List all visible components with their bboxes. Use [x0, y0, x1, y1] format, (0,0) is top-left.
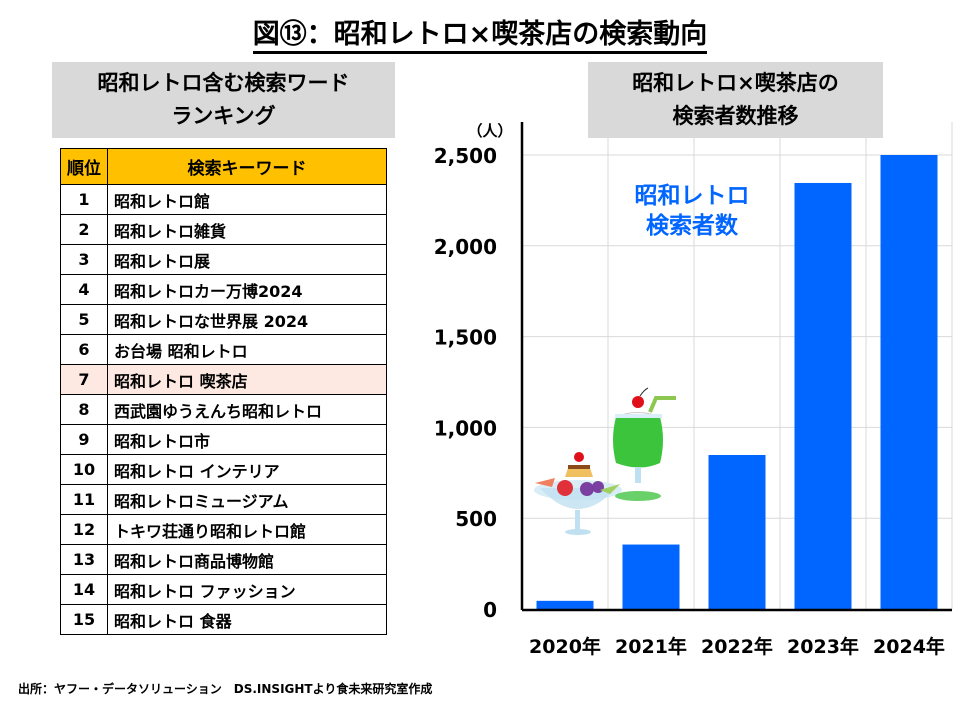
source-note: 出所：ヤフー・データソリューション DS.INSIGHTより食未来研究室作成 — [18, 682, 433, 696]
rank-cell: 9 — [60, 424, 108, 455]
y-tick-label: 1,000 — [434, 416, 497, 440]
x-tick-label: 2022年 — [701, 635, 773, 658]
rank-cell: 4 — [60, 274, 108, 305]
ranking-table: 順位 検索キーワード 1 昭和レトロ館 2 昭和レトロ雑貨 3 昭和レトロ展 4 昭和レトロカ… — [60, 148, 387, 635]
y-tick-label: 0 — [483, 598, 497, 622]
rank-cell: 15 — [60, 604, 108, 635]
keyword-cell: 昭和レトロ展 — [107, 244, 387, 275]
keyword-cell: 昭和レトロカー万博2024 — [107, 274, 387, 305]
keyword-cell: 昭和レトロミュージアム — [107, 484, 387, 515]
y-tick-label: 1,500 — [434, 326, 497, 350]
title-text: 図⑬：昭和レトロ×喫茶店の検索動向 — [252, 19, 708, 54]
y-tick-label: 500 — [455, 507, 497, 531]
ranking-heading: 昭和レトロ含む検索ワード ランキング — [52, 62, 395, 138]
table-row: 15 昭和レトロ 食器 — [60, 604, 387, 635]
keyword-cell: 昭和レトロ市 — [107, 424, 387, 455]
keyword-cell: 昭和レトロ商品博物館 — [107, 544, 387, 575]
table-row: 1 昭和レトロ館 — [60, 184, 387, 215]
dessert-illustration — [534, 387, 676, 535]
bar — [622, 544, 680, 609]
bar — [536, 600, 594, 609]
rank-cell: 8 — [60, 394, 108, 425]
keyword-cell: 昭和レトロな世界展 2024 — [107, 304, 387, 335]
table-row: 4 昭和レトロカー万博2024 — [60, 274, 387, 305]
annotation-line2: 検索者数 — [646, 213, 739, 239]
keyword-cell: 昭和レトロ館 — [107, 184, 387, 215]
x-tick-label: 2020年 — [529, 635, 601, 658]
x-tick-label: 2023年 — [787, 635, 859, 658]
table-row: 7 昭和レトロ 喫茶店 — [60, 364, 387, 395]
annotation-line1: 昭和レトロ — [635, 183, 750, 209]
chart-heading-line1: 昭和レトロ×喫茶店の — [632, 71, 839, 95]
table-row: 11 昭和レトロミュージアム — [60, 484, 387, 515]
keyword-cell: トキワ荘通り昭和レトロ館 — [107, 514, 387, 545]
table-row: 3 昭和レトロ展 — [60, 244, 387, 275]
table-row: 12 トキワ荘通り昭和レトロ館 — [60, 514, 387, 545]
rank-cell: 5 — [60, 304, 108, 335]
bar — [708, 455, 766, 609]
column-header-keyword: 検索キーワード — [107, 148, 387, 185]
table-row: 2 昭和レトロ雑貨 — [60, 214, 387, 245]
rank-cell: 1 — [60, 184, 108, 215]
page-title: 図⑬：昭和レトロ×喫茶店の検索動向 — [0, 12, 960, 54]
keyword-cell: 昭和レトロ 喫茶店 — [107, 364, 387, 395]
chart-heading: 昭和レトロ×喫茶店の 検索者数推移 — [588, 62, 883, 138]
rank-cell: 12 — [60, 514, 108, 545]
keyword-cell: 西武園ゆうえんち昭和レトロ — [107, 394, 387, 425]
y-tick-label: 2,000 — [434, 235, 497, 259]
x-tick-label: 2021年 — [615, 635, 687, 658]
keyword-cell: 昭和レトロ 食器 — [107, 604, 387, 635]
rank-cell: 7 — [60, 364, 108, 395]
table-header-row: 順位 検索キーワード — [60, 148, 387, 185]
y-tick-label: 2,500 — [434, 144, 497, 168]
rank-cell: 6 — [60, 334, 108, 365]
y-axis-unit: （人） — [467, 122, 512, 140]
ranking-heading-line1: 昭和レトロ含む検索ワード — [97, 71, 350, 95]
bar — [794, 182, 852, 609]
table-row: 5 昭和レトロな世界展 2024 — [60, 304, 387, 335]
ranking-heading-line2: ランキング — [171, 104, 276, 128]
bar — [880, 155, 938, 609]
table-row: 9 昭和レトロ市 — [60, 424, 387, 455]
table-row: 8 西武園ゆうえんち昭和レトロ — [60, 394, 387, 425]
x-tick-label: 2024年 — [873, 635, 945, 658]
keyword-cell: 昭和レトロ雑貨 — [107, 214, 387, 245]
